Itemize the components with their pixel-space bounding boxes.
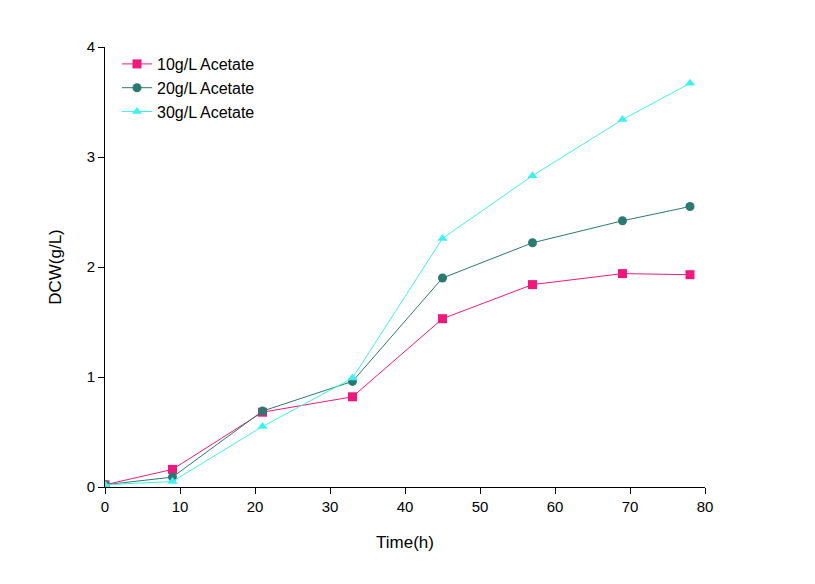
svg-text:0: 0 <box>87 478 95 495</box>
svg-text:4: 4 <box>87 38 95 55</box>
svg-text:1: 1 <box>87 368 95 385</box>
svg-text:50: 50 <box>472 498 489 515</box>
svg-text:10: 10 <box>172 498 189 515</box>
svg-text:80: 80 <box>697 498 714 515</box>
svg-text:3: 3 <box>87 148 95 165</box>
svg-text:0: 0 <box>101 498 109 515</box>
svg-text:DCW(g/L): DCW(g/L) <box>46 229 65 305</box>
svg-text:20g/L Acetate: 20g/L Acetate <box>157 80 254 97</box>
svg-text:60: 60 <box>547 498 564 515</box>
svg-text:30: 30 <box>322 498 339 515</box>
svg-text:30g/L Acetate: 30g/L Acetate <box>157 104 254 121</box>
svg-text:2: 2 <box>87 258 95 275</box>
svg-text:70: 70 <box>622 498 639 515</box>
svg-text:40: 40 <box>397 498 414 515</box>
svg-text:20: 20 <box>247 498 264 515</box>
svg-text:10g/L Acetate: 10g/L Acetate <box>157 56 254 73</box>
svg-text:Time(h): Time(h) <box>376 533 434 552</box>
